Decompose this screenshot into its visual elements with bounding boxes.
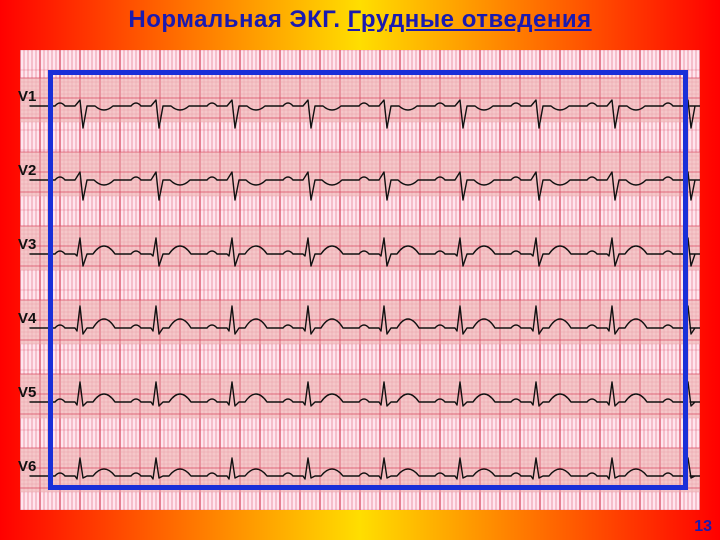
lead-label-v2: V2 xyxy=(18,162,46,179)
lead-label-v4: V4 xyxy=(18,310,46,327)
lead-label-v6: V6 xyxy=(18,458,46,475)
lead-label-v5: V5 xyxy=(18,384,46,401)
lead-label-v1: V1 xyxy=(18,88,46,105)
slide-root: Нормальная ЭКГ. Грудные отведения V1 V2 V3… xyxy=(0,0,720,540)
lead-label-v3: V3 xyxy=(18,236,46,253)
ecg-traces xyxy=(20,50,700,510)
title-plain-text: Нормальная ЭКГ. xyxy=(128,6,347,33)
slide-title: Нормальная ЭКГ. Грудные отведения xyxy=(0,6,720,34)
title-link-text[interactable]: Грудные отведения xyxy=(348,6,592,33)
page-number: 13 xyxy=(694,518,712,536)
ecg-panel: V1 V2 V3 V4 V5 V6 xyxy=(20,50,700,510)
